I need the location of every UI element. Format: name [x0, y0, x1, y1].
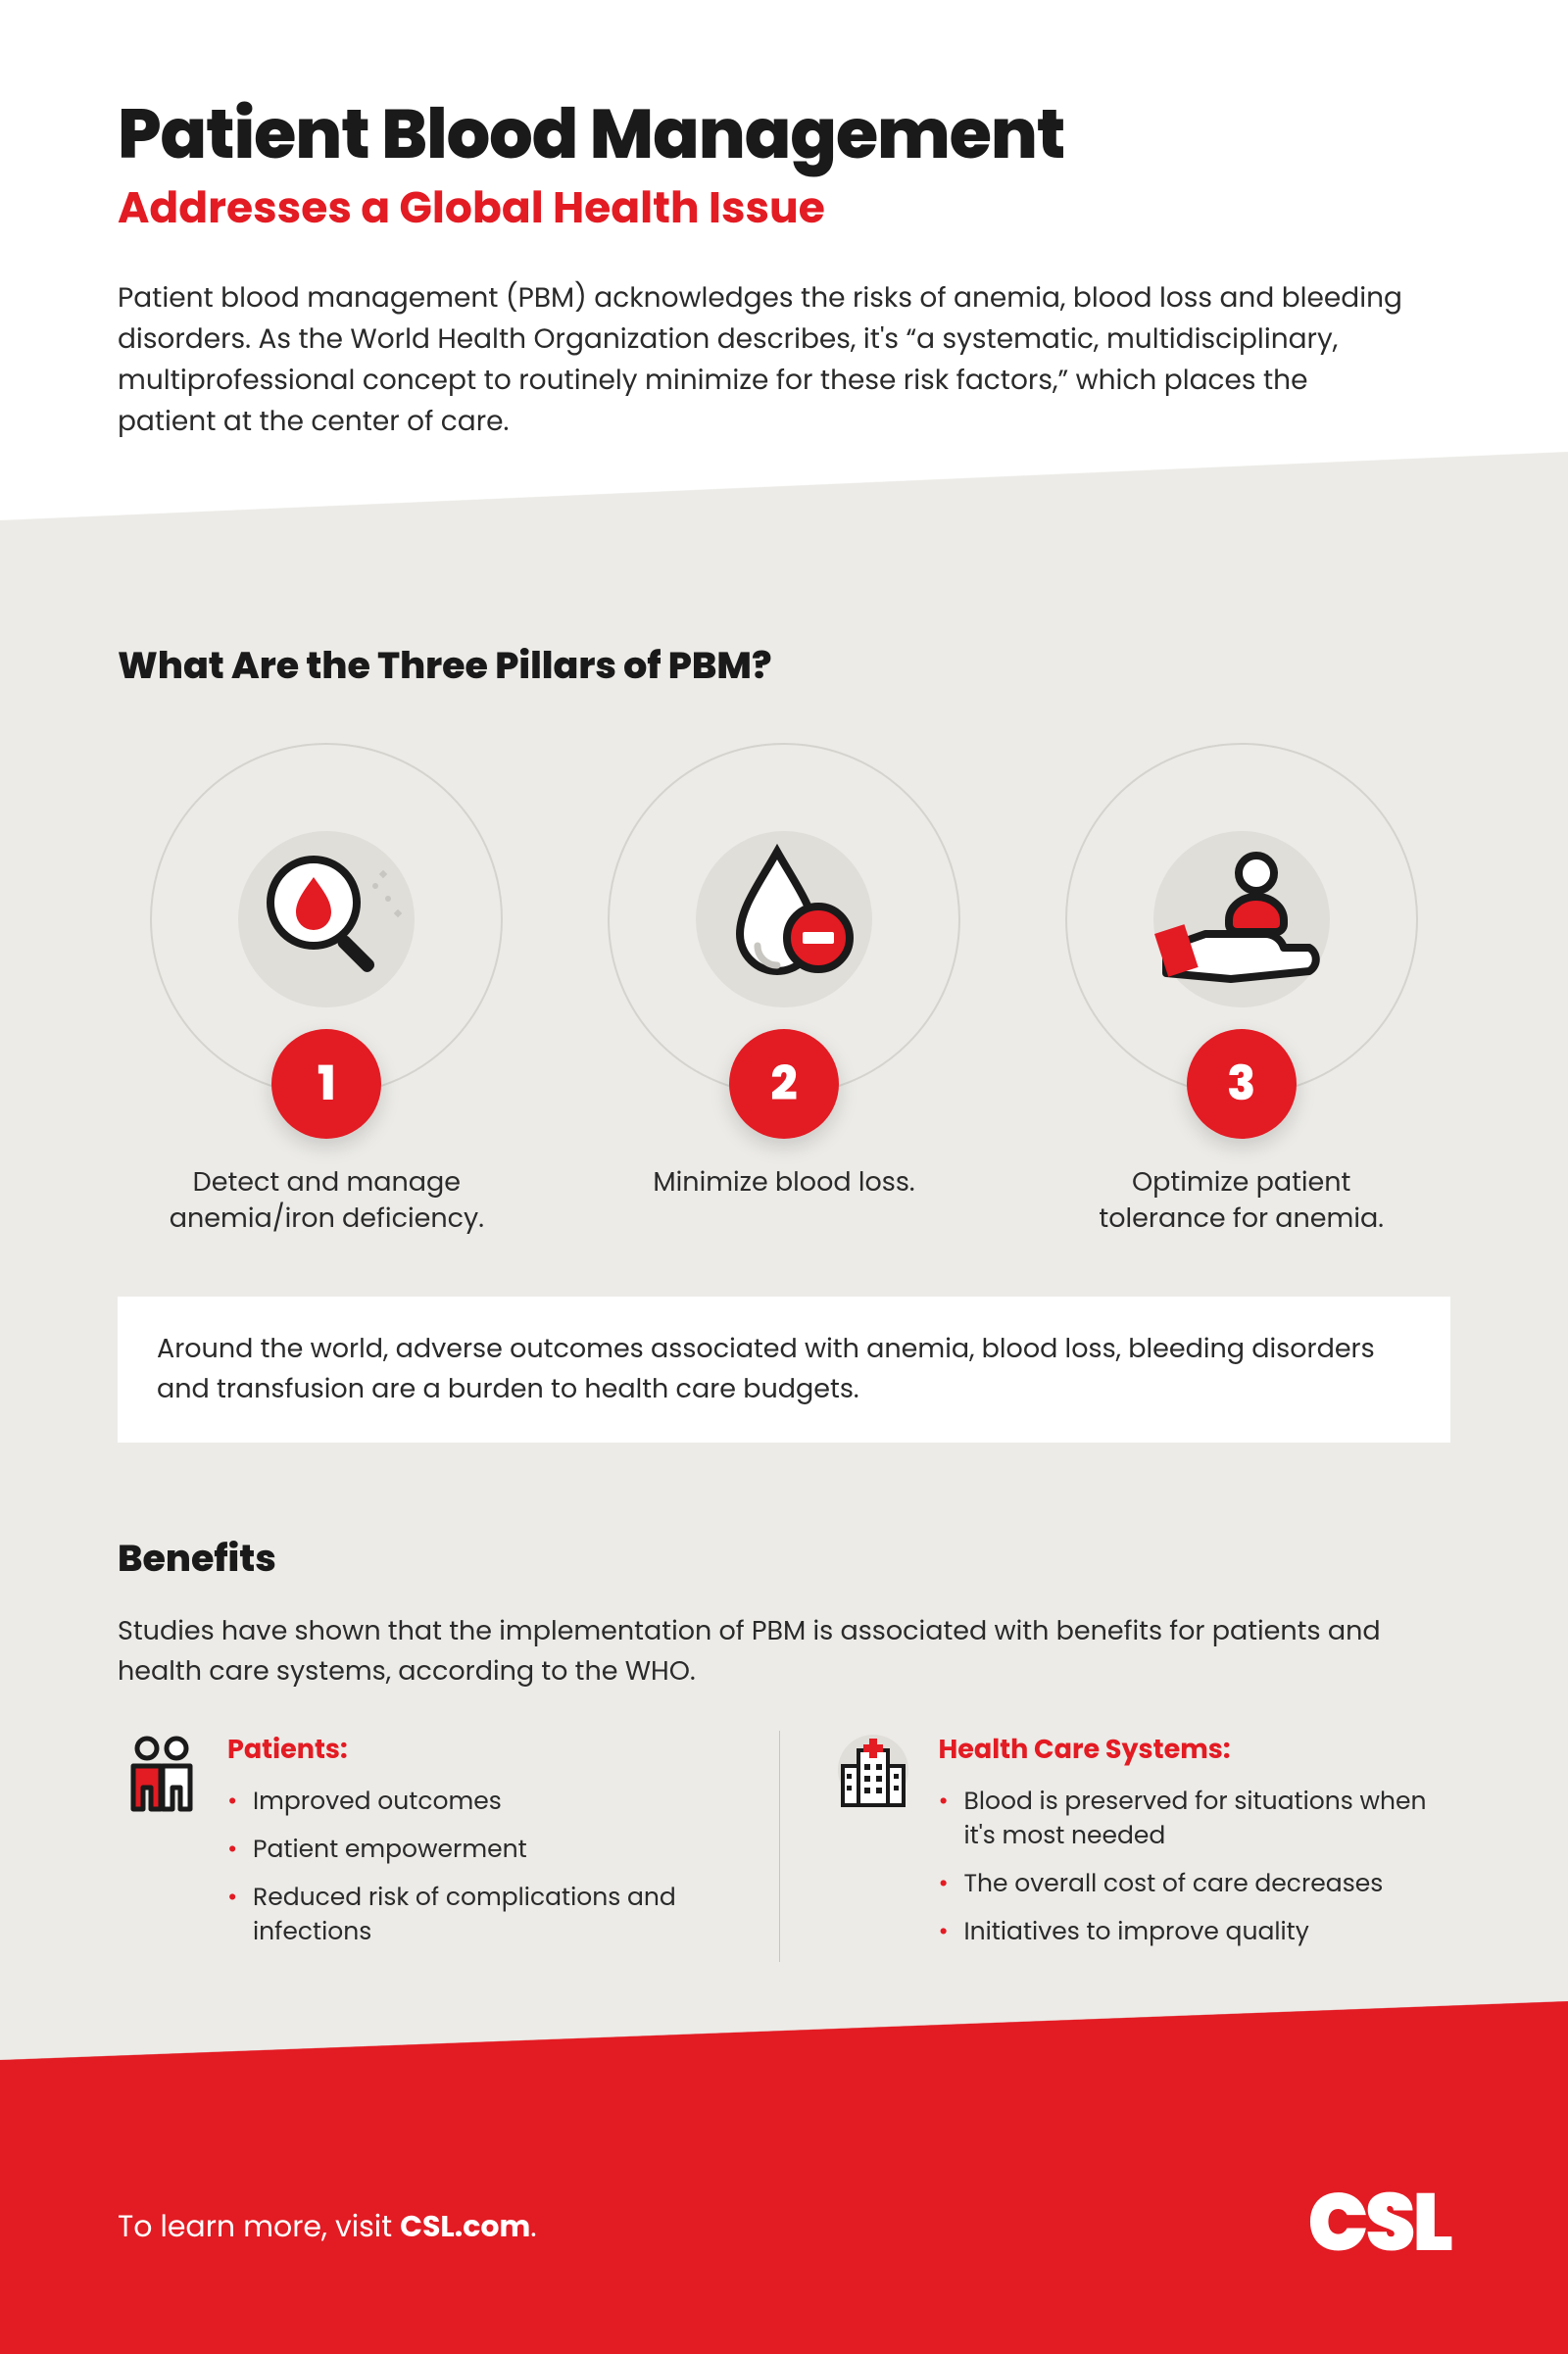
- footer-link[interactable]: CSL.com: [400, 2205, 530, 2247]
- pillar-circle: 1: [150, 743, 503, 1096]
- benefit-list: Improved outcomes Patient empowerment Re…: [227, 1784, 740, 1948]
- pillar-circle: 3: [1065, 743, 1418, 1096]
- intro-paragraph: Patient blood management (PBM) acknowled…: [118, 277, 1411, 442]
- benefits-row: Patients: Improved outcomes Patient empo…: [118, 1731, 1450, 1962]
- footer: To learn more, visit CSL.com. CSL: [0, 2060, 1568, 2354]
- footer-cta: To learn more, visit CSL.com.: [118, 2165, 537, 2249]
- pillars-section: What Are the Three Pillars of PBM?: [0, 520, 1568, 2061]
- magnifier-blood-drop-icon: [243, 832, 410, 1005]
- pillars-row: 1 Detect and manage anemia/iron deficien…: [118, 743, 1450, 1239]
- pillar-label: Detect and manage anemia/iron deficiency…: [160, 1164, 493, 1239]
- hospital-building-icon: [829, 1731, 917, 1819]
- pillar-circle: 2: [608, 743, 960, 1096]
- blood-drop-minus-icon: [701, 832, 867, 1005]
- benefit-title: Health Care Systems:: [939, 1731, 1451, 1770]
- benefit-bullet: Improved outcomes: [227, 1784, 740, 1818]
- benefit-bullet: Blood is preserved for situations when i…: [939, 1784, 1451, 1852]
- benefit-content: Patients: Improved outcomes Patient empo…: [227, 1731, 740, 1962]
- benefit-col-patients: Patients: Improved outcomes Patient empo…: [118, 1731, 779, 1962]
- pillar-inner-circle: [238, 831, 415, 1007]
- pillar-2: 2 Minimize blood loss.: [575, 743, 994, 1239]
- benefit-bullet: Reduced risk of complications and infect…: [227, 1880, 740, 1948]
- main-title: Patient Blood Management: [118, 98, 1450, 171]
- pillars-heading: What Are the Three Pillars of PBM?: [118, 638, 1450, 694]
- benefit-bullet: The overall cost of care decreases: [939, 1866, 1451, 1900]
- csl-logo: CSL: [1308, 2133, 1451, 2282]
- benefit-content: Health Care Systems: Blood is preserved …: [939, 1731, 1451, 1962]
- pillar-label: Optimize patient tolerance for anemia.: [1075, 1164, 1408, 1239]
- benefit-title: Patients:: [227, 1731, 740, 1770]
- benefits-heading: Benefits: [118, 1531, 1450, 1587]
- pillar-label: Minimize blood loss.: [653, 1164, 914, 1202]
- callout-box: Around the world, adverse outcomes assoc…: [118, 1297, 1450, 1443]
- infographic-page: Patient Blood Management Addresses a Glo…: [0, 0, 1568, 2354]
- pillar-inner-circle: [696, 831, 872, 1007]
- benefit-bullet: Initiatives to improve quality: [939, 1914, 1451, 1948]
- pillar-1: 1 Detect and manage anemia/iron deficien…: [118, 743, 536, 1239]
- pillar-inner-circle: [1153, 831, 1330, 1007]
- pillar-number-badge: 3: [1187, 1029, 1297, 1139]
- footer-text-suffix: .: [530, 2205, 536, 2247]
- header-section: Patient Blood Management Addresses a Glo…: [0, 0, 1568, 520]
- benefits-intro: Studies have shown that the implementati…: [118, 1612, 1450, 1692]
- hand-person-icon: [1149, 832, 1335, 1005]
- benefit-bullet: Patient empowerment: [227, 1832, 740, 1866]
- pillar-number-badge: 2: [729, 1029, 839, 1139]
- benefit-list: Blood is preserved for situations when i…: [939, 1784, 1451, 1948]
- benefit-col-systems: Health Care Systems: Blood is preserved …: [779, 1731, 1451, 1962]
- pillar-3: 3 Optimize patient tolerance for anemia.: [1032, 743, 1450, 1239]
- footer-text-prefix: To learn more, visit: [118, 2205, 400, 2247]
- footer-inner: To learn more, visit CSL.com. CSL: [0, 2060, 1568, 2354]
- two-people-icon: [118, 1731, 206, 1819]
- pillar-number-badge: 1: [271, 1029, 381, 1139]
- subtitle: Addresses a Global Health Issue: [118, 176, 1450, 240]
